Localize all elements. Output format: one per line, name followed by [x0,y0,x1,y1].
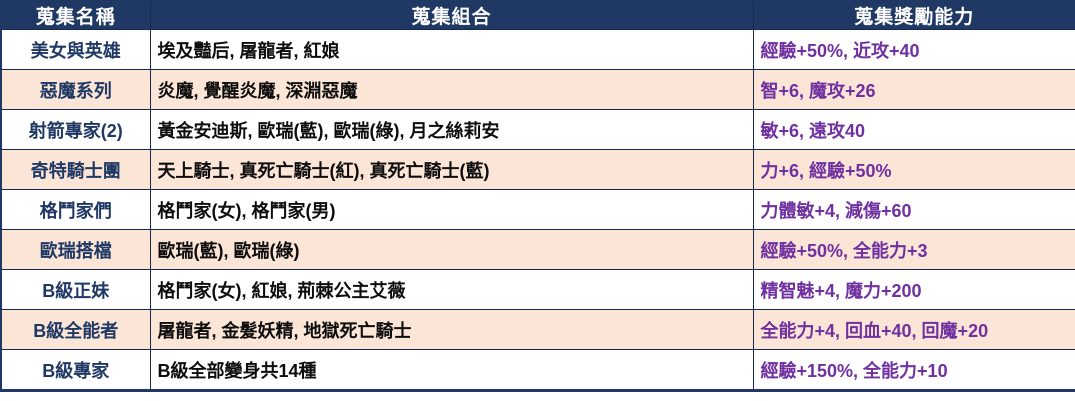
collection-reward-cell: 經驗+50%, 近攻+40 [752,29,1075,70]
table-row: 惡魔系列 炎魔, 覺醒炎魔, 深淵惡魔 智+6, 魔攻+26 [0,69,1075,110]
collection-reward-cell: 敏+6, 遠攻40 [752,109,1075,150]
collection-reward-cell: 智+6, 魔攻+26 [752,69,1075,110]
collection-combo-cell: 格鬥家(女), 紅娘, 荊棘公主艾薇 [149,269,754,310]
collection-reward-cell: 力體敏+4, 減傷+60 [752,189,1075,230]
collection-name-cell: 惡魔系列 [0,69,151,110]
table-row: 奇特騎士團 天上騎士, 真死亡騎士(紅), 真死亡騎士(藍) 力+6, 經驗+5… [0,149,1075,190]
header-row: 蒐集名稱 蒐集組合 蒐集獎勵能力 [0,0,1075,30]
collection-name-cell: B級正妹 [0,269,151,310]
header-collection-reward: 蒐集獎勵能力 [752,0,1075,30]
collection-combo-cell: 天上騎士, 真死亡騎士(紅), 真死亡騎士(藍) [149,149,754,190]
table-row: B級全能者 屠龍者, 金髮妖精, 地獄死亡騎士 全能力+4, 回血+40, 回魔… [0,309,1075,350]
collection-name-cell: 美女與英雄 [0,29,151,70]
collection-combo-cell: B級全部變身共14種 [149,349,754,391]
collection-reward-cell: 經驗+150%, 全能力+10 [752,349,1075,391]
table-row: B級專家 B級全部變身共14種 經驗+150%, 全能力+10 [0,349,1075,391]
collection-combo-cell: 黃金安迪斯, 歐瑞(藍), 歐瑞(綠), 月之絲莉安 [149,109,754,150]
collection-combo-cell: 炎魔, 覺醒炎魔, 深淵惡魔 [149,69,754,110]
collection-name-cell: 奇特騎士團 [0,149,151,190]
table-row: B級正妹 格鬥家(女), 紅娘, 荊棘公主艾薇 精智魅+4, 魔力+200 [0,269,1075,310]
collection-name-cell: 格鬥家們 [0,189,151,230]
header-collection-combo: 蒐集組合 [149,0,754,30]
collection-name-cell: 射箭專家(2) [0,109,151,150]
collection-reward-cell: 經驗+50%, 全能力+3 [752,229,1075,270]
collection-name-cell: B級全能者 [0,309,151,350]
collection-combo-cell: 屠龍者, 金髮妖精, 地獄死亡騎士 [149,309,754,350]
collection-combo-cell: 格鬥家(女), 格鬥家(男) [149,189,754,230]
header-collection-name: 蒐集名稱 [0,0,151,30]
collection-reward-cell: 精智魅+4, 魔力+200 [752,269,1075,310]
table-row: 射箭專家(2) 黃金安迪斯, 歐瑞(藍), 歐瑞(綠), 月之絲莉安 敏+6, … [0,109,1075,150]
collection-reward-cell: 力+6, 經驗+50% [752,149,1075,190]
table-row: 美女與英雄 埃及豔后, 屠龍者, 紅娘 經驗+50%, 近攻+40 [0,29,1075,70]
table-row: 歐瑞搭檔 歐瑞(藍), 歐瑞(綠) 經驗+50%, 全能力+3 [0,229,1075,270]
collection-reward-cell: 全能力+4, 回血+40, 回魔+20 [752,309,1075,350]
collection-table: 蒐集名稱 蒐集組合 蒐集獎勵能力 美女與英雄 埃及豔后, 屠龍者, 紅娘 經驗+… [0,0,1075,392]
collection-combo-cell: 歐瑞(藍), 歐瑞(綠) [149,229,754,270]
collection-combo-cell: 埃及豔后, 屠龍者, 紅娘 [149,29,754,70]
collection-name-cell: 歐瑞搭檔 [0,229,151,270]
collection-name-cell: B級專家 [0,349,151,391]
table-row: 格鬥家們 格鬥家(女), 格鬥家(男) 力體敏+4, 減傷+60 [0,189,1075,230]
